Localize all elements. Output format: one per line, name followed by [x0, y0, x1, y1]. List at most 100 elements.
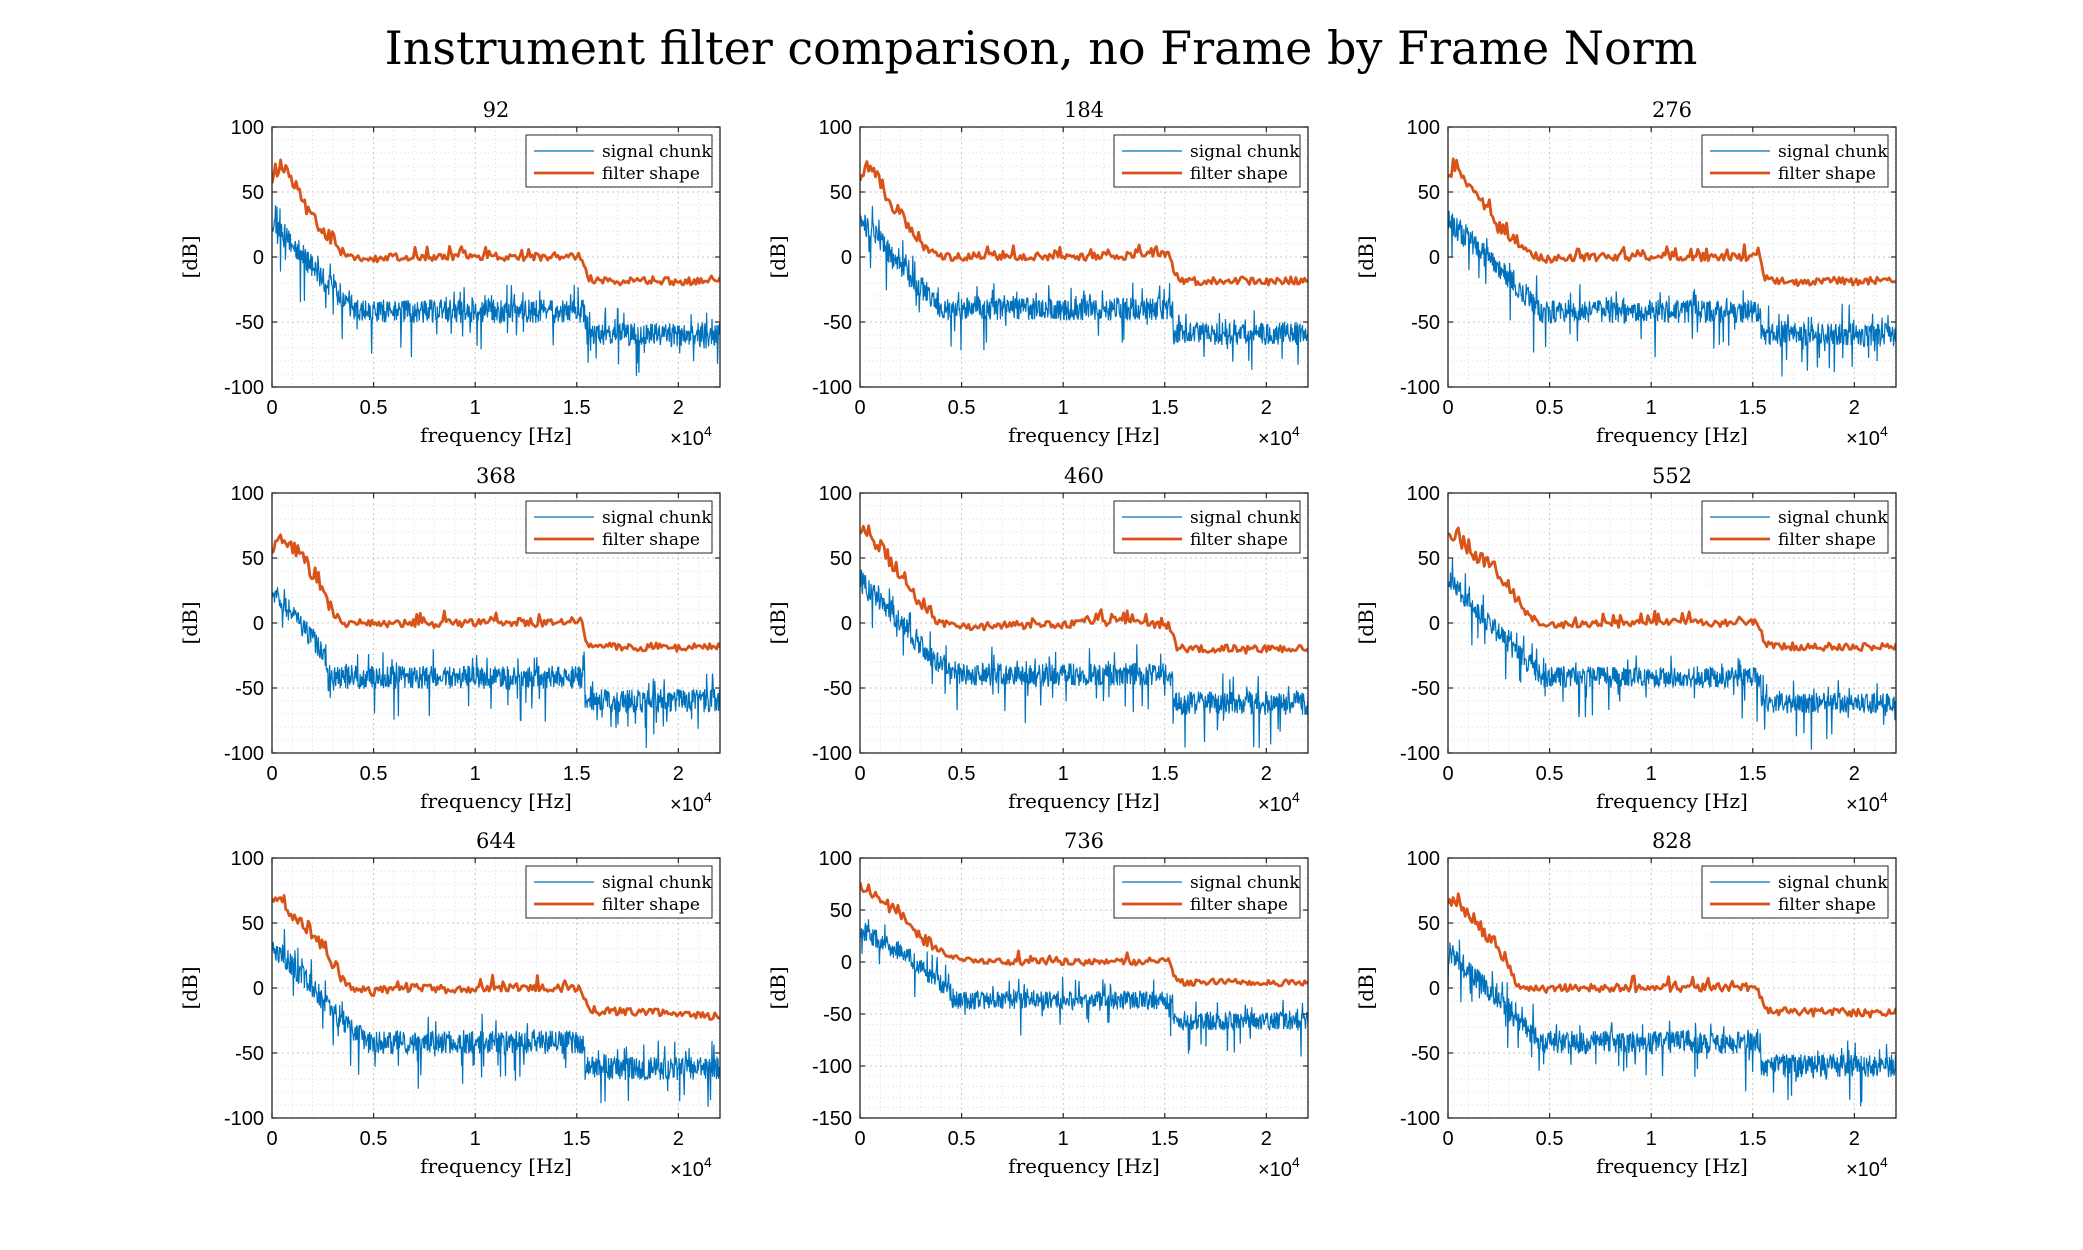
legend-label-filter: filter shape: [602, 164, 700, 184]
y-axis-label: [dB]: [178, 235, 202, 278]
y-axis-label: [dB]: [1354, 966, 1378, 1009]
x-exponent-label: ×104: [1846, 789, 1888, 816]
x-tick-label: 1.5: [1151, 763, 1179, 785]
x-tick-label: 1.5: [1151, 397, 1179, 419]
x-axis-label: frequency [Hz]: [1596, 423, 1748, 447]
x-tick-label: 0.5: [948, 1128, 976, 1150]
x-exponent-label: ×104: [670, 423, 712, 450]
x-tick-label: 1: [1646, 397, 1657, 419]
subplot-title: 368: [476, 464, 516, 488]
subplot-552: 552 0 0.5 1 1.5 2 -100 -50 0 50 100 frequency [Hz] […: [1354, 464, 1897, 816]
y-tick-label: -50: [235, 1043, 264, 1065]
x-tick-label: 0.5: [360, 1128, 388, 1150]
y-tick-label: 100: [819, 483, 852, 505]
y-tick-label: 100: [819, 848, 852, 870]
x-tick-label: 0: [854, 763, 865, 785]
legend-label-signal: signal chunk: [1190, 873, 1300, 893]
legend-label-filter: filter shape: [1778, 895, 1876, 915]
x-axis-label: frequency [Hz]: [1008, 423, 1160, 447]
subplot-644: 644 0 0.5 1 1.5 2 -100 -50 0 50 100 frequency [Hz] […: [178, 829, 721, 1181]
series-signal-chunk: [1448, 210, 1896, 377]
x-tick-label: 1: [1646, 1128, 1657, 1150]
y-tick-label: -150: [812, 1108, 852, 1130]
x-axis-label: frequency [Hz]: [420, 1154, 572, 1178]
x-tick-label: 2: [673, 397, 684, 419]
y-tick-label: 0: [1429, 247, 1440, 269]
subplot-92: 92 0 0.5 1 1.5 2 -100 -50 0 50 100 frequency [Hz] [d…: [178, 98, 721, 450]
subplot-736: 736 0 0.5 1 1.5 2 -150 -100 -50 0 50 100 frequency […: [766, 829, 1309, 1181]
y-tick-label: 50: [1418, 182, 1440, 204]
x-tick-label: 2: [1261, 763, 1272, 785]
y-axis-label: [dB]: [178, 601, 202, 644]
subplot-title: 736: [1064, 829, 1104, 853]
x-tick-label: 1.5: [1739, 397, 1767, 419]
y-tick-label: -50: [823, 312, 852, 334]
y-tick-label: -50: [1411, 1043, 1440, 1065]
y-tick-label: 0: [841, 613, 852, 635]
x-tick-label: 1.5: [563, 1128, 591, 1150]
y-tick-label: -50: [235, 312, 264, 334]
x-tick-label: 1: [470, 1128, 481, 1150]
x-tick-label: 0: [1442, 1128, 1453, 1150]
x-exponent-label: ×104: [1258, 789, 1300, 816]
x-axis-label: frequency [Hz]: [420, 789, 572, 813]
x-tick-label: 0: [266, 763, 277, 785]
x-axis-label: frequency [Hz]: [1596, 1154, 1748, 1178]
x-tick-label: 1: [1058, 397, 1069, 419]
legend-box: [525, 500, 713, 554]
x-tick-label: 0.5: [360, 397, 388, 419]
x-exponent-label: ×104: [1846, 1154, 1888, 1181]
x-tick-label: 2: [1849, 763, 1860, 785]
x-tick-label: 1: [1646, 763, 1657, 785]
subplot-title: 460: [1064, 464, 1104, 488]
y-tick-label: 100: [1407, 117, 1440, 139]
x-tick-label: 0.5: [360, 763, 388, 785]
subplot-276: 276 0 0.5 1 1.5 2 -100 -50 0 50 100 frequency [Hz] […: [1354, 98, 1897, 450]
x-tick-label: 1: [470, 763, 481, 785]
y-tick-label: 0: [1429, 613, 1440, 635]
x-exponent-label: ×104: [1258, 423, 1300, 450]
legend-label-filter: filter shape: [602, 895, 700, 915]
y-tick-label: -100: [812, 743, 852, 765]
subplot-460: 460 0 0.5 1 1.5 2 -100 -50 0 50 100 frequency [Hz] […: [766, 464, 1309, 816]
x-axis-label: frequency [Hz]: [1008, 1154, 1160, 1178]
series-filter-shape: [1448, 157, 1896, 288]
y-tick-label: -100: [1400, 1108, 1440, 1130]
y-axis-label: [dB]: [766, 966, 790, 1009]
x-tick-label: 1.5: [1151, 1128, 1179, 1150]
x-tick-label: 0: [854, 397, 865, 419]
y-tick-label: 50: [1418, 913, 1440, 935]
x-tick-label: 1.5: [1739, 1128, 1767, 1150]
x-axis-label: frequency [Hz]: [420, 423, 572, 447]
series-signal-chunk: [1448, 939, 1896, 1107]
x-tick-label: 2: [673, 763, 684, 785]
x-tick-label: 0.5: [1536, 397, 1564, 419]
x-tick-label: 0: [266, 1128, 277, 1150]
legend-box: [1701, 500, 1889, 554]
subplot-title: 184: [1064, 98, 1104, 122]
x-exponent-label: ×104: [1258, 1154, 1300, 1181]
x-tick-label: 0: [266, 397, 277, 419]
legend-label-filter: filter shape: [1778, 164, 1876, 184]
x-axis-label: frequency [Hz]: [1008, 789, 1160, 813]
y-tick-label: 50: [242, 913, 264, 935]
x-tick-label: 1.5: [563, 763, 591, 785]
y-axis-label: [dB]: [766, 235, 790, 278]
subplot-title: 92: [483, 98, 510, 122]
legend-label-filter: filter shape: [1190, 530, 1288, 550]
legend-box: [1701, 865, 1889, 919]
series-filter-shape: [860, 882, 1308, 988]
series-signal-chunk: [272, 586, 720, 748]
y-tick-label: -100: [1400, 377, 1440, 399]
x-exponent-label: ×104: [670, 789, 712, 816]
x-exponent-label: ×104: [1846, 423, 1888, 450]
legend-label-signal: signal chunk: [1778, 508, 1888, 528]
